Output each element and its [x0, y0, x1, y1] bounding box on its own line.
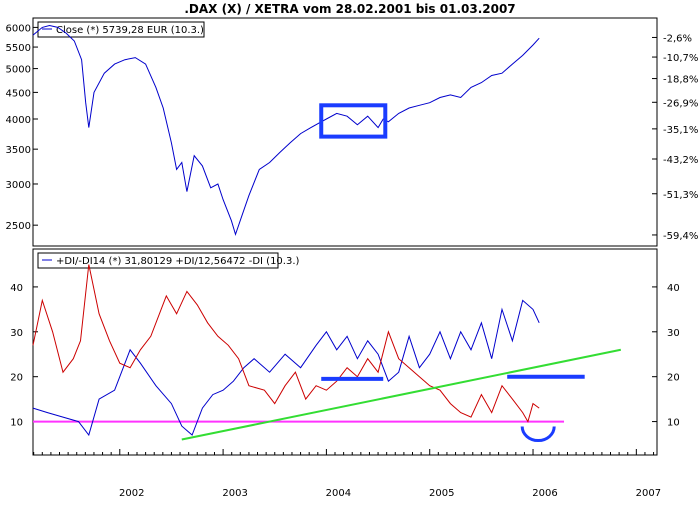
x-tick-label: 2007: [636, 488, 661, 499]
price-y-tick-label-left: 2500: [6, 221, 31, 232]
price-y-tick-label-left: 5500: [6, 43, 31, 54]
price-y-tick-label-right: -51,3%: [663, 190, 698, 201]
x-tick-label: 2004: [326, 488, 351, 499]
di-y-tick-label-right: 20: [667, 373, 680, 384]
price-legend-label: Close (*) 5739,28 EUR (10.3.): [56, 25, 204, 36]
price-y-tick-label-right: -59,4%: [663, 231, 698, 242]
price-y-tick-label-left: 3500: [6, 145, 31, 156]
price-y-tick-label-right: -18,8%: [663, 75, 698, 86]
price-highlight-box: [319, 103, 388, 139]
price-y-tick-label-right: -26,9%: [663, 98, 698, 109]
price-legend: Close (*) 5739,28 EUR (10.3.): [37, 21, 205, 38]
x-tick-label: 2006: [532, 488, 557, 499]
indicator-legend-label: +DI/-DI14 (*) 31,80129 +DI/12,56472 -DI …: [56, 256, 300, 267]
di-annotation-line-1: [181, 348, 622, 441]
x-tick-label: 2002: [119, 488, 144, 499]
price-panel-frame: [32, 17, 658, 247]
price-series-line-0: [32, 24, 540, 237]
price-y-tick-label-right: -2,6%: [663, 33, 692, 44]
price-y-tick-label-left: 3000: [6, 180, 31, 191]
indicator-panel-frame: [32, 248, 658, 456]
x-tick-label: 2003: [222, 488, 247, 499]
price-y-tick-label-left: 6000: [6, 23, 31, 34]
price-y-tick-label-left: 5000: [6, 65, 31, 76]
x-tick-label: 2005: [429, 488, 454, 499]
di-annotation-arc: [520, 426, 556, 443]
di-y-tick-label-right: 40: [667, 283, 680, 294]
price-y-tick-label-left: 4500: [6, 88, 31, 99]
di-series-line-1: [32, 264, 540, 423]
di-y-tick-label-right: 10: [667, 418, 680, 429]
di-y-tick-label-left: 40: [10, 283, 23, 294]
di-y-tick-label-right: 30: [667, 328, 680, 339]
price-y-tick-label-right: -10,7%: [663, 53, 698, 64]
price-y-tick-label-right: -35,1%: [663, 125, 698, 136]
indicator-legend: +DI/-DI14 (*) 31,80129 +DI/12,56472 -DI …: [37, 252, 300, 269]
di-y-tick-label-left: 20: [10, 373, 23, 384]
price-y-tick-label-right: -43,2%: [663, 155, 698, 166]
di-y-tick-label-left: 30: [10, 328, 23, 339]
di-y-tick-label-left: 10: [10, 418, 23, 429]
chart-title: .DAX (X) / XETRA vom 28.02.2001 bis 01.0…: [184, 2, 515, 16]
di-series-line-0: [32, 299, 540, 437]
price-y-tick-label-left: 4000: [6, 115, 31, 126]
